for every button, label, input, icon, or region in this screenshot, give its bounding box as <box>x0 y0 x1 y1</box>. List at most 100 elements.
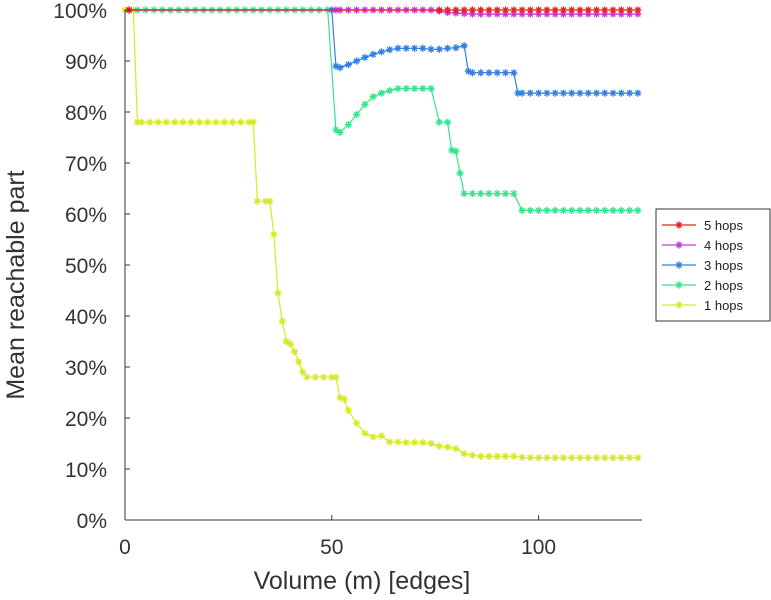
data-point <box>559 454 568 462</box>
data-point <box>386 438 394 446</box>
data-point <box>187 118 195 126</box>
data-point <box>510 452 518 460</box>
data-point <box>220 118 228 126</box>
data-point <box>274 289 282 297</box>
data-point <box>336 128 344 136</box>
data-point <box>514 89 522 97</box>
data-point <box>535 89 543 97</box>
data-point <box>394 438 402 446</box>
data-point <box>419 84 427 93</box>
data-point <box>477 69 485 77</box>
data-point <box>526 206 534 215</box>
data-point <box>303 373 311 381</box>
data-point <box>584 89 592 97</box>
y-tick-label: 80% <box>65 102 107 125</box>
data-point <box>592 89 601 97</box>
data-point <box>435 45 443 53</box>
y-tick-label: 100% <box>53 0 107 23</box>
x-tick-label: 0 <box>119 536 131 559</box>
data-point <box>485 6 493 14</box>
y-tick-label: 20% <box>65 408 107 431</box>
series-4-hops <box>125 6 642 18</box>
data-point <box>609 454 617 462</box>
data-point <box>485 452 493 460</box>
data-point <box>477 190 485 198</box>
y-tick-label: 50% <box>65 255 107 278</box>
legend-marker <box>675 281 683 289</box>
data-point <box>402 438 410 447</box>
data-point <box>518 89 526 97</box>
data-point <box>543 89 551 97</box>
data-point <box>601 89 609 97</box>
data-point <box>162 118 170 126</box>
legend-label: 4 hops <box>704 238 744 253</box>
data-point <box>282 337 290 346</box>
data-point <box>535 454 543 462</box>
x-ticks: 0 50 100 <box>119 515 556 559</box>
data-point <box>270 230 278 238</box>
data-point <box>634 10 642 18</box>
legend-marker <box>675 221 683 229</box>
data-point <box>617 6 625 14</box>
data-point <box>444 6 452 14</box>
data-point <box>137 118 146 126</box>
data-point <box>311 373 319 381</box>
data-point <box>601 454 609 462</box>
series-line-1-hops <box>125 9 638 459</box>
data-point <box>344 121 352 129</box>
data-point <box>204 118 212 126</box>
data-point <box>543 6 551 14</box>
data-point <box>493 10 501 18</box>
data-point <box>617 206 625 215</box>
data-point <box>609 10 617 18</box>
data-point <box>477 6 485 14</box>
legend: 5 hops 4 hops 3 hops 2 hops 1 hops <box>655 208 771 322</box>
data-point <box>402 84 410 93</box>
data-point <box>427 84 435 93</box>
data-point <box>543 454 551 462</box>
data-point <box>444 443 452 451</box>
data-point <box>460 450 468 458</box>
data-point <box>353 419 361 427</box>
data-point <box>510 69 518 77</box>
data-point <box>452 445 460 453</box>
data-point <box>353 57 361 65</box>
data-point <box>286 340 295 348</box>
data-point <box>332 62 340 70</box>
data-point <box>634 89 642 97</box>
data-point <box>419 438 427 447</box>
data-point <box>559 89 568 97</box>
data-point <box>625 89 634 97</box>
data-point <box>402 44 410 52</box>
data-point <box>477 452 485 460</box>
data-point <box>568 6 576 14</box>
data-point <box>493 6 501 14</box>
x-axis-title: Volume (m) [edges] <box>254 567 471 595</box>
data-point <box>410 438 419 447</box>
data-point <box>526 10 534 18</box>
data-point <box>468 69 477 77</box>
data-point <box>410 84 419 93</box>
data-point <box>559 6 568 14</box>
y-tick-label: 0% <box>77 510 107 533</box>
data-point <box>444 44 452 52</box>
data-point <box>493 69 501 77</box>
data-point <box>419 44 427 52</box>
data-point <box>369 433 377 441</box>
data-point <box>394 44 402 52</box>
data-point <box>361 53 369 62</box>
data-point <box>485 10 493 18</box>
data-point <box>290 348 299 356</box>
data-point <box>518 206 526 215</box>
data-point <box>601 10 609 18</box>
data-point <box>427 45 435 53</box>
series-1-hops <box>121 6 642 462</box>
x-tick-label: 100 <box>521 536 556 559</box>
data-point <box>253 197 261 205</box>
data-point <box>377 48 386 56</box>
data-point <box>460 190 468 198</box>
data-point <box>535 6 543 14</box>
data-point <box>584 206 592 215</box>
data-point <box>377 432 386 440</box>
legend-label: 5 hops <box>704 218 744 233</box>
